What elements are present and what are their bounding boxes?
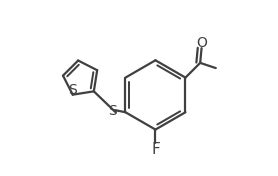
Text: S: S	[109, 103, 117, 118]
Text: F: F	[151, 142, 160, 157]
Text: O: O	[197, 36, 207, 50]
Text: S: S	[68, 83, 77, 97]
